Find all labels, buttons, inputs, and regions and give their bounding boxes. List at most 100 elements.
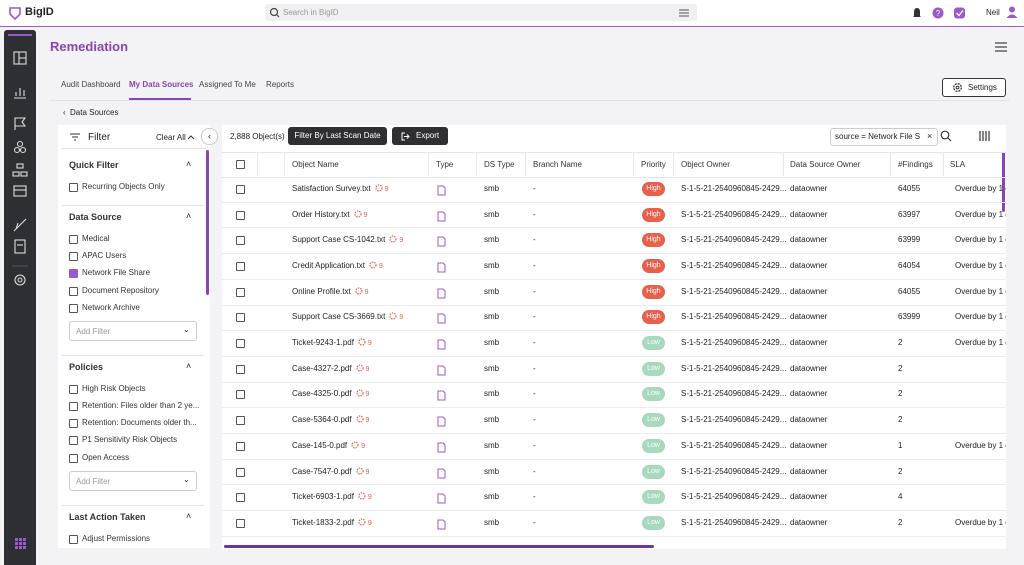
filter-option[interactable]: APAC Users	[82, 251, 127, 261]
object-name[interactable]: Ticket-6903-1.pdf	[292, 492, 354, 502]
object-name[interactable]: Case-145-0.pdf	[292, 440, 348, 450]
collapse-panel-button[interactable]: ‹	[201, 128, 218, 145]
object-name[interactable]: Ticket-1833-2.pdf	[292, 517, 354, 527]
object-name[interactable]: Support Case CS-3669.txt	[292, 312, 386, 322]
search-chip-remove[interactable]: ×	[927, 131, 933, 141]
object-name[interactable]: Satisfaction Survey.txt	[292, 183, 371, 193]
column-header[interactable]: Priority	[641, 160, 666, 169]
checkbox[interactable]	[236, 313, 245, 323]
column-header[interactable]: Data Source Owner	[790, 160, 861, 169]
file-icon	[437, 363, 446, 381]
checkbox[interactable]	[69, 402, 78, 411]
ds-type: smb	[484, 260, 500, 270]
add-filter-arrow[interactable]: ⌄	[183, 474, 190, 484]
add-filter[interactable]: Add Filter ⌄	[69, 320, 197, 341]
checkbox[interactable]	[236, 210, 245, 220]
filter-option[interactable]: High Risk Objects	[82, 383, 146, 393]
object-name[interactable]: Ticket-9243-1.pdf	[292, 338, 354, 348]
tab[interactable]: Audit Dashboard	[61, 80, 121, 89]
checkbox[interactable]	[69, 384, 78, 394]
checkbox[interactable]	[69, 453, 78, 463]
column-header[interactable]: #Findings	[898, 160, 933, 169]
column-header[interactable]: DS Type	[484, 160, 515, 169]
object-name[interactable]: Case-7547-0.pdf	[292, 466, 352, 476]
breadcrumb[interactable]: Data Sources	[70, 108, 119, 117]
tab[interactable]: Reports	[266, 80, 295, 89]
checkbox[interactable]	[236, 261, 245, 271]
checkbox[interactable]	[69, 286, 78, 296]
column-header[interactable]: Type	[436, 160, 454, 169]
filter-scan-date-button[interactable]: Filter By Last Scan Date	[288, 127, 387, 145]
tab[interactable]: Assigned To Me	[199, 80, 256, 89]
filter-option[interactable]: Network Archive	[82, 302, 140, 312]
checkbox[interactable]	[69, 419, 78, 429]
checkbox[interactable]	[69, 269, 78, 279]
column-header[interactable]: Object Owner	[681, 160, 730, 169]
columns-icon[interactable]	[979, 130, 991, 142]
checkbox[interactable]	[236, 390, 245, 400]
checkbox[interactable]	[236, 184, 245, 194]
column-header[interactable]: Object Name	[292, 160, 339, 169]
checkbox[interactable]	[236, 287, 245, 297]
findings: 63999	[898, 312, 921, 322]
checkbox[interactable]	[236, 467, 245, 477]
object-name[interactable]: Case-5364-0.pdf	[292, 415, 352, 425]
section-toggle[interactable]: ˄	[186, 510, 192, 521]
section-toggle[interactable]: ˄	[186, 360, 192, 371]
user-icon[interactable]	[1005, 5, 1019, 19]
checkbox[interactable]	[236, 416, 245, 426]
alert-count: 9	[365, 468, 370, 476]
menu-icon[interactable]	[995, 42, 1007, 52]
filter-option[interactable]: Medical	[82, 234, 110, 243]
column-header[interactable]: SLA	[950, 160, 966, 169]
object-name[interactable]: Case-4327-2.pdf	[292, 363, 352, 373]
checkbox[interactable]	[69, 534, 78, 544]
search-settings-icon[interactable]	[678, 7, 690, 18]
object-name[interactable]: Order History.txt	[292, 209, 350, 219]
checkbox[interactable]	[236, 236, 245, 246]
checkbox[interactable]	[236, 160, 245, 169]
sla: Overdue by 1 c	[955, 260, 1006, 270]
column-header[interactable]: Branch Name	[533, 160, 582, 169]
collapse-icon[interactable]	[187, 134, 195, 140]
vertical-scrollbar[interactable]	[1002, 152, 1005, 212]
search-box[interactable]: Search in BigID	[265, 4, 697, 21]
checkbox[interactable]	[69, 252, 78, 262]
search-chip-text: source = Network File S	[835, 132, 921, 141]
tab[interactable]: My Data Sources	[129, 80, 194, 89]
checkbox[interactable]	[236, 441, 245, 451]
checkbox[interactable]	[236, 518, 245, 528]
object-name[interactable]: Support Case CS-1042.txt	[292, 235, 386, 245]
checkbox[interactable]	[236, 493, 245, 503]
filter-option[interactable]: Retention: Documents older th...	[82, 418, 197, 428]
object-name[interactable]: Credit Application.txt	[292, 260, 365, 270]
checkbox[interactable]	[69, 183, 78, 192]
filter-option[interactable]: Recurring Objects Only	[82, 182, 165, 191]
filter-option[interactable]: Open Access	[82, 452, 130, 462]
user-name[interactable]: Neil	[986, 8, 1000, 17]
checkbox[interactable]	[236, 339, 245, 349]
checkbox[interactable]	[236, 364, 245, 374]
section-toggle[interactable]: ˄	[186, 211, 192, 221]
horizontal-scrollbar[interactable]	[224, 545, 654, 548]
filter-option[interactable]: Retention: Files older than 2 ye...	[82, 401, 200, 410]
add-filter[interactable]: Add Filter ⌄	[69, 470, 197, 491]
export-button[interactable]: Export	[392, 127, 448, 145]
object-name[interactable]: Case-4325-0.pdf	[292, 389, 352, 399]
filter-option[interactable]: Adjust Permissions	[82, 533, 151, 543]
table-search-icon[interactable]	[940, 130, 952, 142]
object-name[interactable]: Online Profile.txt	[292, 286, 351, 296]
filter-option[interactable]: P1 Sensitivity Risk Objects	[82, 435, 178, 445]
section-toggle[interactable]: ˄	[186, 159, 192, 169]
checkbox[interactable]	[69, 303, 78, 313]
add-filter-arrow[interactable]: ⌄	[183, 324, 190, 334]
filter-option[interactable]: Network File Share	[82, 268, 151, 278]
filter-option[interactable]: Document Repository	[82, 285, 159, 295]
checkbox[interactable]	[69, 235, 78, 244]
settings-button[interactable]: Settings	[942, 78, 1006, 97]
breadcrumb-arrow[interactable]: ‹	[63, 108, 66, 117]
filter-scrollbar[interactable]	[206, 150, 209, 295]
checkbox[interactable]	[69, 436, 78, 446]
search-chip[interactable]: source = Network File S ×	[830, 128, 938, 146]
clear-all[interactable]: Clear All	[156, 133, 186, 142]
